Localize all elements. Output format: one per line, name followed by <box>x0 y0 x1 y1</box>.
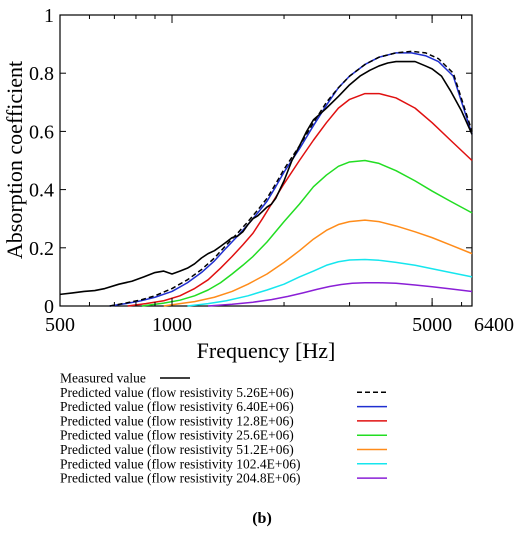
legend-entry-label: Predicted value (flow resistivity 102.4E… <box>60 456 300 471</box>
series-line-6 <box>187 258 473 307</box>
y-tick-label: 0.6 <box>29 121 54 143</box>
x-tick-label: 500 <box>45 314 75 336</box>
series-line-7 <box>208 281 473 307</box>
y-tick-label: 0.8 <box>29 63 54 85</box>
legend-entry-label: Measured value <box>60 371 146 386</box>
plot-area-frame <box>59 14 473 307</box>
figure-caption: (b) <box>252 510 272 527</box>
x-tick-label: 6400 <box>474 314 514 336</box>
y-tick-label: 0.4 <box>29 180 54 202</box>
series-line-2 <box>109 52 473 307</box>
legend-entry-label: Predicted value (flow resistivity 5.26E+… <box>60 385 294 400</box>
legend-entry-label: Predicted value (flow resistivity 12.8E+… <box>60 413 294 428</box>
legend-entry-label: Predicted value (flow resistivity 25.6E+… <box>60 428 294 443</box>
legend-entry-label: Predicted value (flow resistivity 204.8E… <box>60 471 300 486</box>
y-tick-label: 1 <box>44 5 54 27</box>
x-tick-label: 1000 <box>152 314 192 336</box>
series-layer <box>59 50 473 307</box>
series-line-5 <box>163 219 473 307</box>
series-line-1 <box>109 50 473 307</box>
y-tick-label: 0.2 <box>29 238 54 260</box>
x-tick-label: 5000 <box>412 314 452 336</box>
series-line-3 <box>127 92 473 307</box>
series-line-0 <box>59 60 473 296</box>
y-tick-label: 0 <box>44 296 54 318</box>
series-line-4 <box>141 159 473 307</box>
legend-entry-label: Predicted value (flow resistivity 6.40E+… <box>60 399 294 414</box>
legend-entry-label: Predicted value (flow resistivity 51.2E+… <box>60 442 294 457</box>
x-axis-title: Frequency [Hz] <box>197 338 336 363</box>
ticks-layer: 0 0.2 0.4 0.6 0.8 1 500 1000 5000 6400 <box>29 5 514 336</box>
y-axis-title: Absorption coefficient <box>2 61 27 259</box>
